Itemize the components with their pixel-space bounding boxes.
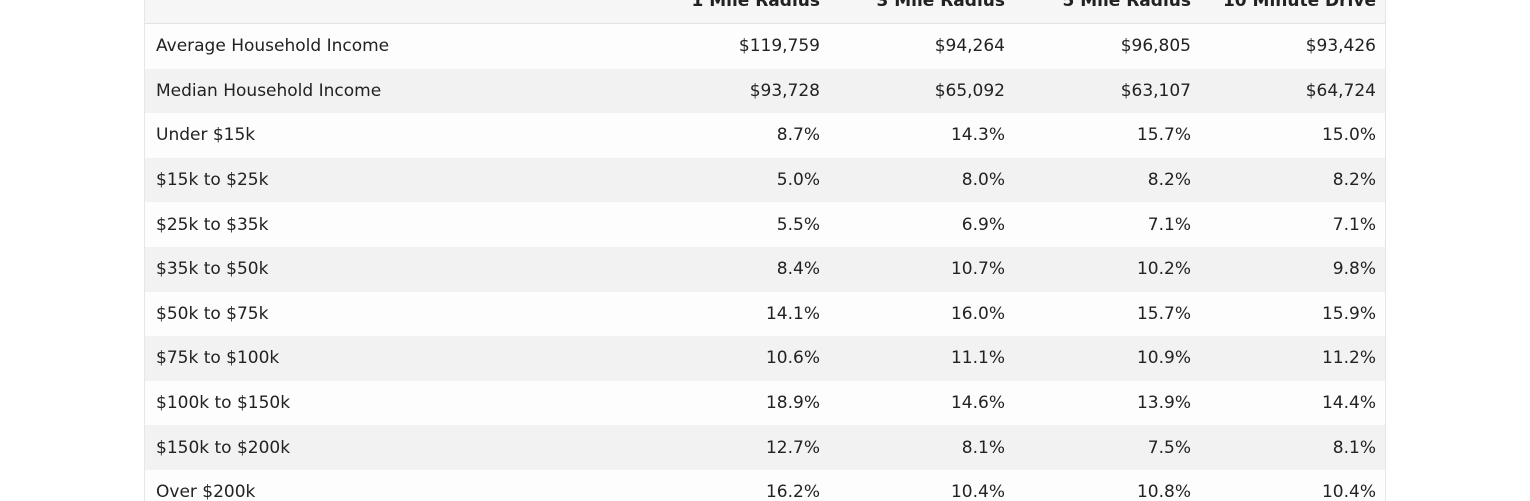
table-cell: 6.9%	[961, 214, 1005, 235]
table-cell: $65,092	[934, 80, 1005, 101]
row-label: $100k to $150k	[156, 393, 291, 414]
table-cell: 16.2%	[765, 482, 820, 501]
row-label: Over $200k	[156, 482, 256, 501]
table-row: $15k to $25k 5.0% 8.0% 8.2% 8.2%	[145, 157, 1385, 203]
column-header: 10 Minute Drive	[1222, 0, 1376, 11]
table-cell: 8.1%	[961, 437, 1005, 458]
table-cell: 8.2%	[1332, 170, 1376, 191]
column-header: 1 Mile Radius	[691, 0, 820, 11]
table-row: $100k to $150k 18.9% 14.6% 13.9% 14.4%	[145, 380, 1385, 426]
table-row: $35k to $50k 8.4% 10.7% 10.2% 9.8%	[145, 246, 1385, 292]
table-cell: 10.6%	[765, 348, 820, 369]
header-row: 1 Mile Radius 3 Mile Radius 5 Mile Radius 1…	[145, 0, 1385, 24]
table-cell: 15.7%	[1136, 303, 1191, 324]
table-cell: 10.9%	[1136, 348, 1191, 369]
row-label: $75k to $100k	[156, 348, 280, 369]
table-cell: 10.7%	[950, 259, 1005, 280]
table-cell: 14.3%	[950, 125, 1005, 146]
table-cell: 13.9%	[1136, 393, 1191, 414]
table-cell: 8.0%	[961, 170, 1005, 191]
row-label: Median Household Income	[156, 80, 382, 101]
table-cell: 10.4%	[1321, 482, 1376, 501]
table-cell: 5.5%	[776, 214, 820, 235]
table-cell: 8.1%	[1332, 437, 1376, 458]
table-cell: $93,426	[1305, 36, 1376, 57]
income-table: 1 Mile Radius 3 Mile Radius 5 Mile Radius 1…	[144, 0, 1386, 501]
table-cell: 5.0%	[776, 170, 820, 191]
table-cell: $63,107	[1120, 80, 1191, 101]
table-row: $50k to $75k 14.1% 16.0% 15.7% 15.9%	[145, 291, 1385, 337]
table-cell: 15.7%	[1136, 125, 1191, 146]
row-label: $25k to $35k	[156, 214, 269, 235]
table-cell: 11.1%	[950, 348, 1005, 369]
table-row: $75k to $100k 10.6% 11.1% 10.9% 11.2%	[145, 336, 1385, 381]
table-row: Average Household Income $119,759 $94,264 $…	[145, 24, 1385, 69]
table-cell: $119,759	[738, 36, 820, 57]
table-cell: 12.7%	[765, 437, 820, 458]
row-label: Under $15k	[156, 125, 256, 146]
table-cell: 7.1%	[1147, 214, 1191, 235]
table-row: $25k to $35k 5.5% 6.9% 7.1% 7.1%	[145, 202, 1385, 247]
table-cell: $96,805	[1120, 36, 1191, 57]
table-cell: 10.2%	[1136, 259, 1191, 280]
row-label: $50k to $75k	[156, 303, 269, 324]
table-cell: $93,728	[749, 80, 820, 101]
table-cell: 16.0%	[950, 303, 1005, 324]
table-cell: 11.2%	[1321, 348, 1376, 369]
table-row: $150k to $200k 12.7% 8.1% 7.5% 8.1%	[145, 425, 1385, 470]
table-cell: 8.4%	[776, 259, 820, 280]
table-cell: 7.5%	[1147, 437, 1191, 458]
table-cell: 18.9%	[765, 393, 820, 414]
table-cell: 8.2%	[1147, 170, 1191, 191]
table-cell: 14.4%	[1321, 393, 1376, 414]
table-row: Under $15k 8.7% 14.3% 15.7% 15.0%	[145, 113, 1385, 158]
table-cell: 10.8%	[1136, 482, 1191, 501]
table-cell: 9.8%	[1332, 259, 1376, 280]
table-cell: 8.7%	[776, 125, 820, 146]
row-label: $15k to $25k	[156, 170, 269, 191]
row-label: $35k to $50k	[156, 259, 269, 280]
table-row: Median Household Income $93,728 $65,092 $63…	[145, 68, 1385, 114]
column-header: 5 Mile Radius	[1062, 0, 1191, 11]
table-cell: 14.6%	[950, 393, 1005, 414]
table-cell: 7.1%	[1332, 214, 1376, 235]
row-label: Average Household Income	[156, 36, 390, 57]
table-cell: 15.9%	[1321, 303, 1376, 324]
table-cell: 14.1%	[765, 303, 820, 324]
table-cell: 15.0%	[1321, 125, 1376, 146]
column-header: 3 Mile Radius	[876, 0, 1005, 11]
table-cell: $94,264	[934, 36, 1005, 57]
row-label: $150k to $200k	[156, 437, 291, 458]
table-cell: 10.4%	[950, 482, 1005, 501]
table-row: Over $200k 16.2% 10.4% 10.8% 10.4%	[145, 469, 1385, 501]
table-cell: $64,724	[1305, 80, 1376, 101]
